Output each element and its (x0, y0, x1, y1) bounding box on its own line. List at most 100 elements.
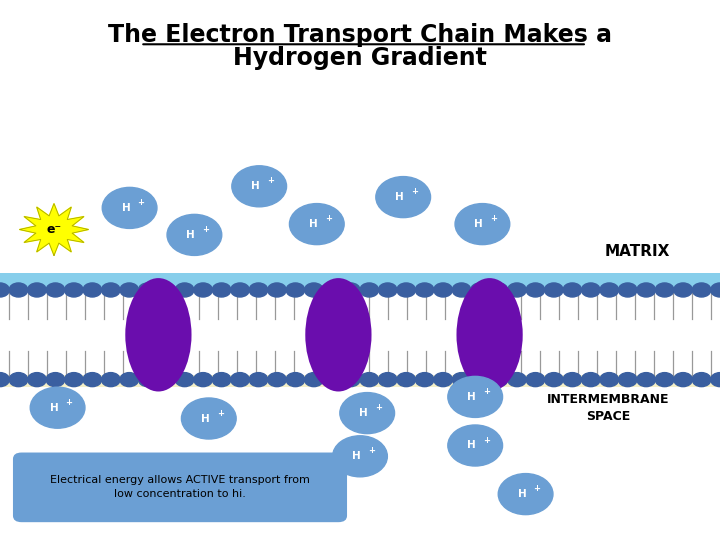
Circle shape (138, 373, 157, 387)
Circle shape (305, 373, 323, 387)
Circle shape (692, 283, 711, 297)
Text: H: H (467, 392, 476, 402)
Circle shape (65, 373, 84, 387)
Circle shape (167, 214, 222, 255)
Circle shape (341, 373, 360, 387)
Circle shape (452, 283, 471, 297)
Text: +: + (483, 387, 490, 396)
Circle shape (181, 398, 236, 439)
Text: Electrical energy allows ACTIVE transport from
low concentration to hi.: Electrical energy allows ACTIVE transpor… (50, 475, 310, 500)
Circle shape (323, 283, 342, 297)
Text: e⁻: e⁻ (46, 223, 62, 236)
Circle shape (249, 283, 268, 297)
Circle shape (397, 283, 415, 297)
Text: +: + (411, 187, 418, 196)
Circle shape (120, 283, 138, 297)
Circle shape (46, 373, 65, 387)
Circle shape (0, 283, 9, 297)
Circle shape (120, 373, 138, 387)
Circle shape (544, 373, 563, 387)
Circle shape (232, 166, 287, 207)
Text: H: H (352, 451, 361, 461)
FancyBboxPatch shape (13, 453, 347, 522)
Text: +: + (138, 198, 145, 207)
Circle shape (563, 373, 582, 387)
Circle shape (46, 283, 65, 297)
Text: +: + (217, 409, 224, 417)
Circle shape (471, 283, 490, 297)
Text: H: H (518, 489, 526, 499)
Text: +: + (66, 398, 73, 407)
Circle shape (102, 187, 157, 228)
Circle shape (397, 373, 415, 387)
Circle shape (618, 283, 637, 297)
Text: H: H (359, 408, 368, 418)
Text: H: H (201, 414, 210, 423)
Ellipse shape (456, 278, 523, 392)
Circle shape (674, 283, 693, 297)
Circle shape (289, 204, 344, 245)
Circle shape (27, 283, 46, 297)
Text: H: H (186, 230, 195, 240)
Circle shape (563, 283, 582, 297)
Circle shape (471, 373, 490, 387)
Circle shape (333, 436, 387, 477)
Circle shape (378, 283, 397, 297)
Text: +: + (368, 447, 375, 455)
Circle shape (175, 283, 194, 297)
Circle shape (83, 283, 102, 297)
Circle shape (138, 283, 157, 297)
Circle shape (711, 373, 720, 387)
Circle shape (9, 373, 28, 387)
Circle shape (286, 283, 305, 297)
Bar (0, 294, 720, 375)
Circle shape (489, 373, 508, 387)
Text: +: + (325, 214, 332, 223)
Circle shape (286, 373, 305, 387)
Circle shape (376, 177, 431, 218)
Circle shape (692, 373, 711, 387)
Text: +: + (534, 484, 541, 493)
Circle shape (455, 204, 510, 245)
Circle shape (433, 283, 452, 297)
Circle shape (582, 283, 600, 297)
Text: H: H (474, 219, 483, 229)
Circle shape (618, 373, 637, 387)
Circle shape (360, 373, 379, 387)
Text: H: H (251, 181, 260, 191)
Circle shape (305, 283, 323, 297)
Circle shape (655, 283, 674, 297)
Circle shape (544, 283, 563, 297)
Circle shape (212, 373, 231, 387)
Circle shape (30, 387, 85, 428)
Circle shape (489, 283, 508, 297)
Bar (0, 372, 720, 387)
Circle shape (194, 283, 212, 297)
Circle shape (600, 373, 618, 387)
Circle shape (452, 373, 471, 387)
Circle shape (175, 373, 194, 387)
Circle shape (674, 373, 693, 387)
Text: +: + (483, 436, 490, 444)
Text: H: H (395, 192, 404, 202)
Circle shape (65, 283, 84, 297)
Circle shape (415, 373, 434, 387)
Circle shape (526, 283, 545, 297)
Circle shape (157, 373, 176, 387)
Circle shape (498, 474, 553, 515)
Text: H: H (122, 203, 130, 213)
Circle shape (268, 283, 287, 297)
Circle shape (323, 373, 342, 387)
Text: +: + (490, 214, 498, 223)
Circle shape (415, 283, 434, 297)
Circle shape (508, 373, 526, 387)
Circle shape (600, 283, 618, 297)
Text: +: + (202, 225, 210, 234)
Circle shape (268, 373, 287, 387)
Text: +: + (375, 403, 382, 412)
Circle shape (27, 373, 46, 387)
Text: The Electron Transport Chain Makes a: The Electron Transport Chain Makes a (108, 23, 612, 47)
Text: MATRIX: MATRIX (605, 244, 670, 259)
Text: H: H (309, 219, 318, 229)
Ellipse shape (305, 278, 372, 392)
